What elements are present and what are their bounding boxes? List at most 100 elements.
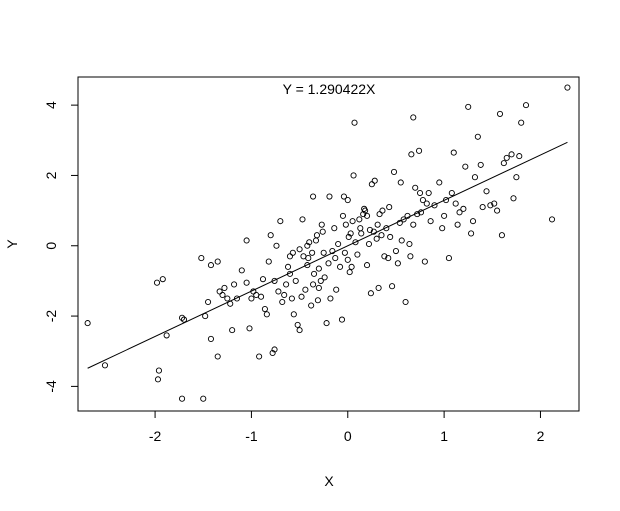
- data-point: [231, 281, 238, 288]
- data-point: [243, 237, 250, 244]
- data-point: [491, 200, 498, 207]
- data-point: [436, 179, 443, 186]
- data-point: [163, 332, 170, 339]
- data-point: [379, 207, 386, 214]
- data-point: [312, 237, 320, 244]
- data-point: [279, 298, 286, 306]
- data-point: [442, 197, 450, 204]
- data-point: [348, 263, 355, 270]
- data-point: [358, 230, 365, 237]
- data-point: [315, 265, 322, 272]
- data-point: [101, 362, 109, 369]
- y-axis-label: Y: [4, 239, 20, 249]
- data-point: [456, 209, 463, 216]
- data-point: [350, 172, 357, 179]
- data-point: [375, 284, 382, 291]
- data-point: [315, 284, 322, 291]
- data-point: [310, 270, 318, 277]
- data-point: [421, 258, 428, 265]
- data-point: [248, 295, 255, 302]
- data-point: [494, 207, 501, 214]
- data-point: [468, 230, 475, 237]
- data-point: [214, 258, 221, 265]
- data-point: [335, 240, 342, 248]
- data-point: [320, 249, 327, 256]
- data-point: [321, 274, 328, 281]
- data-point: [269, 349, 276, 357]
- data-point: [323, 320, 330, 327]
- data-point: [238, 267, 245, 274]
- data-point: [308, 302, 315, 309]
- data-point: [294, 321, 301, 328]
- data-point: [340, 193, 347, 200]
- data-point: [390, 168, 398, 175]
- data-point: [412, 184, 419, 191]
- data-point: [154, 376, 162, 383]
- data-point: [305, 255, 312, 262]
- data-point: [332, 255, 339, 262]
- data-point: [402, 298, 409, 306]
- data-point: [261, 305, 268, 313]
- data-point: [286, 253, 294, 260]
- data-point: [267, 232, 274, 239]
- data-point: [423, 200, 430, 207]
- data-point: [207, 262, 215, 269]
- data-point: [460, 205, 467, 212]
- data-point: [389, 283, 396, 290]
- data-point: [153, 279, 161, 286]
- data-point: [367, 290, 374, 297]
- data-point: [419, 197, 426, 204]
- data-point: [325, 260, 332, 267]
- data-point: [370, 228, 377, 235]
- data-point: [445, 255, 452, 262]
- data-point: [387, 233, 394, 241]
- data-point: [258, 293, 265, 300]
- data-point: [331, 225, 338, 232]
- data-point: [471, 174, 478, 181]
- data-point: [84, 320, 91, 327]
- data-point: [246, 325, 253, 332]
- y-axis: -4 -2 0 2 4: [43, 101, 78, 393]
- y-tick-label: -4: [43, 380, 59, 393]
- data-point: [385, 255, 392, 262]
- data-point: [474, 133, 481, 140]
- data-point: [304, 242, 311, 249]
- data-point: [304, 262, 311, 269]
- data-point: [319, 228, 326, 235]
- data-point: [214, 353, 221, 360]
- data-point: [518, 119, 525, 126]
- data-point: [273, 242, 280, 249]
- data-point: [381, 253, 388, 260]
- data-point: [548, 216, 556, 223]
- data-point: [406, 240, 413, 248]
- data-point: [314, 297, 321, 304]
- data-point: [510, 195, 517, 202]
- data-point: [522, 102, 530, 109]
- data-point: [452, 200, 459, 207]
- data-point: [281, 291, 288, 299]
- data-point: [229, 327, 236, 334]
- data-point: [302, 286, 309, 293]
- data-point: [318, 221, 325, 228]
- data-point: [513, 174, 520, 181]
- x-axis: -2 -1 0 1 2: [149, 411, 545, 444]
- data-point: [498, 232, 505, 239]
- data-point: [327, 295, 334, 302]
- data-point: [205, 298, 212, 306]
- data-point: [349, 218, 356, 225]
- data-point: [326, 193, 333, 200]
- data-point: [233, 295, 241, 302]
- data-point: [221, 284, 228, 291]
- y-tick-label: -2: [43, 310, 59, 323]
- data-point: [306, 239, 313, 246]
- data-point: [333, 286, 340, 293]
- data-point: [448, 189, 455, 197]
- data-point: [288, 295, 295, 302]
- data-point: [362, 207, 369, 214]
- data-point: [462, 163, 469, 170]
- data-point: [386, 204, 393, 211]
- data-point: [338, 316, 346, 323]
- data-point: [365, 240, 373, 248]
- data-point: [259, 276, 267, 283]
